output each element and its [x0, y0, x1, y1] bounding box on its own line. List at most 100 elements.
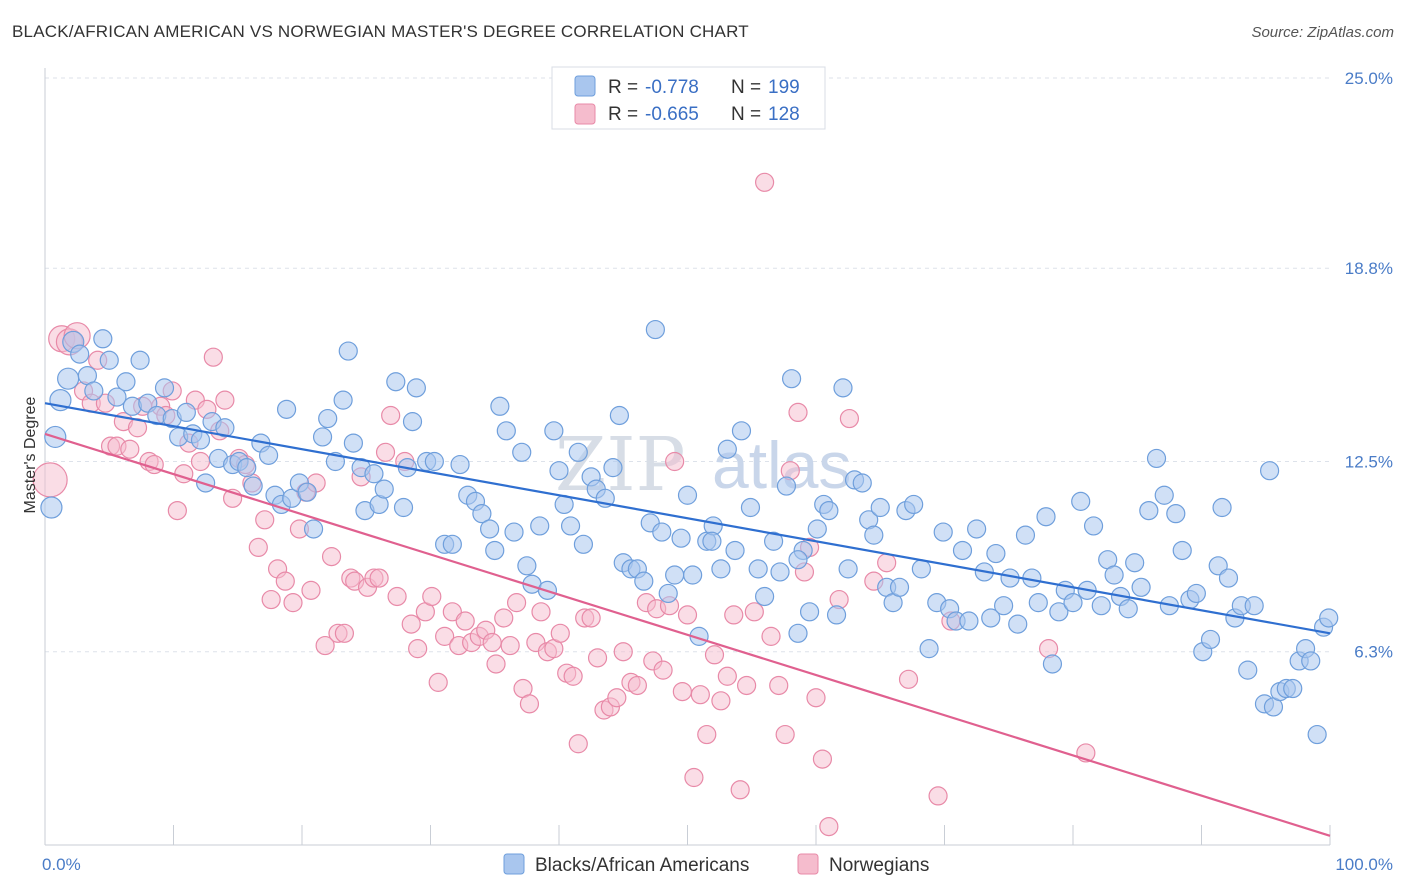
bottom-legend-label-pink: Norwegians	[829, 855, 929, 876]
blacks-point-66	[496, 421, 516, 441]
norwegians-point-107	[730, 780, 750, 800]
blacks-point-173	[1212, 497, 1232, 518]
blacks-point-78	[573, 534, 594, 554]
blacks-point-12	[122, 396, 142, 416]
blacks-point-105	[754, 586, 775, 607]
norwegians-point-112	[769, 675, 789, 696]
blacks-point-109	[781, 369, 802, 389]
blacks-point-49	[374, 479, 394, 499]
norwegians-point-56	[401, 614, 421, 634]
norwegians-point-124	[877, 553, 897, 573]
blacks-point-37	[297, 482, 317, 502]
blacks-point-191	[702, 531, 722, 551]
blacks-point-160	[1125, 553, 1145, 573]
blacks-point-167	[1172, 540, 1192, 561]
norwegians-point-74	[519, 694, 540, 714]
x-tick-label-0: 0.0%	[42, 855, 81, 874]
blacks-point-7	[84, 381, 104, 401]
blacks-point-63	[480, 519, 500, 539]
norwegians-point-19	[167, 500, 187, 521]
blacks-point-144	[1015, 525, 1036, 545]
norwegians-point-118	[806, 688, 826, 708]
blacks-point-149	[1049, 602, 1069, 622]
blacks-point-31	[258, 445, 279, 465]
blacks-point-169	[1186, 583, 1206, 604]
blacks-point-13	[130, 350, 150, 370]
blacks-point-11	[116, 372, 136, 392]
blacks-point-110	[788, 623, 808, 643]
chart-title: BLACK/AFRICAN AMERICAN VS NORWEGIAN MAST…	[12, 22, 749, 41]
norwegians-point-98	[672, 681, 692, 702]
blacks-point-126	[889, 577, 910, 597]
blacks-point-93	[671, 528, 691, 548]
bottom-legend-swatch-blue	[503, 853, 525, 875]
blacks-point-54	[406, 378, 426, 398]
blacks-point-129	[911, 559, 931, 579]
blacks-point-92	[665, 565, 685, 585]
blacks-point-76	[560, 516, 581, 536]
blacks-point-34	[276, 399, 297, 419]
blacks-point-112	[799, 602, 820, 622]
blacks-point-77	[568, 442, 588, 462]
norwegians-point-32	[248, 537, 268, 558]
blacks-point-122	[864, 525, 884, 545]
blacks-point-162	[1139, 500, 1159, 521]
norwegians-point-23	[190, 451, 211, 472]
norwegians-point-82	[568, 734, 588, 754]
blacks-point-140	[986, 543, 1006, 564]
blacks-point-69	[517, 556, 537, 576]
norwegians-point-11	[120, 439, 140, 459]
blacks-point-157	[1104, 565, 1124, 585]
norwegians-point-99	[677, 605, 698, 625]
y-tick-label-0: 6.3%	[1354, 643, 1393, 662]
norwegians-point-89	[613, 642, 633, 662]
blacks-point-113	[807, 519, 827, 539]
norwegians-point-69	[486, 654, 506, 674]
blacks-point-136	[959, 611, 979, 631]
bottom-legend: Blacks/African Americans Norwegians	[503, 853, 929, 876]
legend-n-label-1: N =	[731, 77, 761, 98]
norwegians-point-103	[704, 645, 725, 665]
blacks-point-141	[994, 596, 1014, 616]
blacks-point-74	[549, 461, 569, 481]
norwegians-point-43	[321, 547, 342, 567]
blacks-point-103	[740, 497, 761, 518]
blacks-point-9	[99, 350, 119, 370]
x-tick-labels: 0.0% 100.0%	[42, 855, 1393, 874]
blacks-point-135	[952, 540, 973, 561]
norwegians-point-97	[665, 451, 685, 472]
blacks-point-95	[683, 565, 703, 585]
blacks-point-128	[904, 494, 924, 515]
norwegians-point-88	[607, 688, 627, 708]
blacks-point-188	[1307, 724, 1327, 745]
blacks-point-19	[176, 402, 196, 423]
norwegians-point-125	[898, 669, 919, 689]
blacks-point-161	[1131, 577, 1151, 597]
blacks-point-132	[933, 522, 953, 542]
norwegians-point-45	[334, 623, 355, 643]
norwegians-point-57	[408, 639, 428, 659]
norwegians-point-126	[928, 786, 948, 806]
norwegians-point-79	[550, 623, 570, 643]
blacks-point-64	[485, 540, 505, 561]
blacks-point-147	[1036, 507, 1056, 527]
legend-r-label-2: R =	[608, 104, 638, 125]
y-tick-label-3: 25.0%	[1345, 69, 1393, 88]
legend-n-value-1: 199	[768, 77, 800, 98]
blacks-point-143	[1008, 614, 1028, 634]
blacks-point-101	[725, 540, 745, 561]
norwegians-point-104	[711, 691, 731, 711]
blacks-point-151	[1063, 593, 1083, 613]
blacks-point-90	[652, 522, 672, 542]
blacks-point-107	[770, 562, 790, 582]
norwegians-point-84	[581, 608, 601, 628]
blacks-point-152	[1071, 491, 1091, 511]
blacks-point-100	[717, 439, 737, 459]
blacks-point-123	[870, 497, 890, 518]
norwegians-point-51	[369, 568, 389, 588]
norwegians-point-109	[744, 602, 764, 622]
blacks-point-117	[833, 378, 853, 398]
blacks-point-99	[711, 559, 731, 579]
blacks-point-21	[190, 430, 211, 450]
